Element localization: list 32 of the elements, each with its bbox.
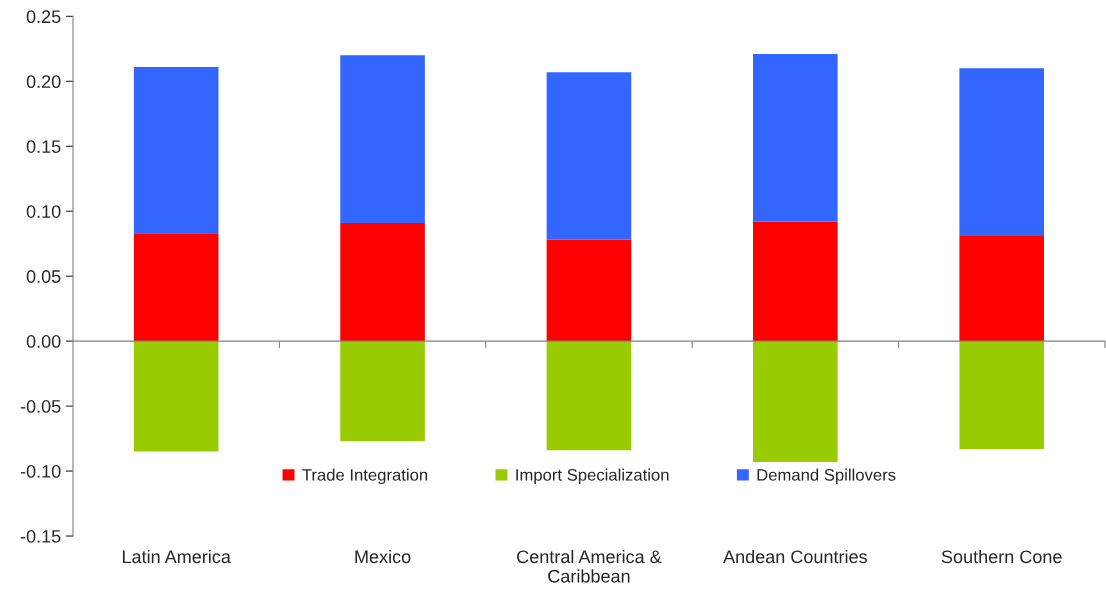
y-tick-label: -0.05 [20, 400, 61, 413]
bar [753, 54, 838, 222]
y-tick-label: 0.10 [26, 205, 61, 218]
bar [753, 341, 838, 462]
y-tick-label: 0.20 [26, 75, 61, 89]
bar [959, 68, 1045, 236]
x-tick-label: Southern Cone [941, 549, 1062, 564]
bar [340, 341, 425, 442]
bar [340, 55, 425, 223]
bar [959, 341, 1045, 449]
legend-label: Demand Spillovers [757, 468, 896, 485]
bar [546, 72, 632, 240]
legend-label: Import Specialization [516, 468, 669, 485]
y-tick-label: 0.00 [26, 335, 61, 348]
bar [133, 341, 219, 452]
x-tick-label: Central America & Caribbean [517, 549, 662, 583]
bar [959, 235, 1045, 342]
y-tick-label: 0.05 [26, 270, 61, 283]
y-tick-label: -0.15 [20, 529, 61, 543]
bar [133, 67, 219, 234]
y-tick-label: 0.15 [26, 140, 61, 153]
x-tick-label: Andean Countries [723, 549, 867, 564]
bar [546, 239, 632, 342]
bar [133, 233, 219, 342]
bar [340, 222, 425, 342]
legend-label: Trade Integration [302, 468, 428, 485]
bar [546, 341, 632, 451]
y-tick-label: -0.10 [20, 465, 61, 478]
bar [753, 221, 838, 342]
x-tick-label: Mexico [355, 549, 411, 564]
x-tick-label: Latin America [122, 549, 231, 564]
y-tick-label: 0.25 [26, 10, 61, 24]
